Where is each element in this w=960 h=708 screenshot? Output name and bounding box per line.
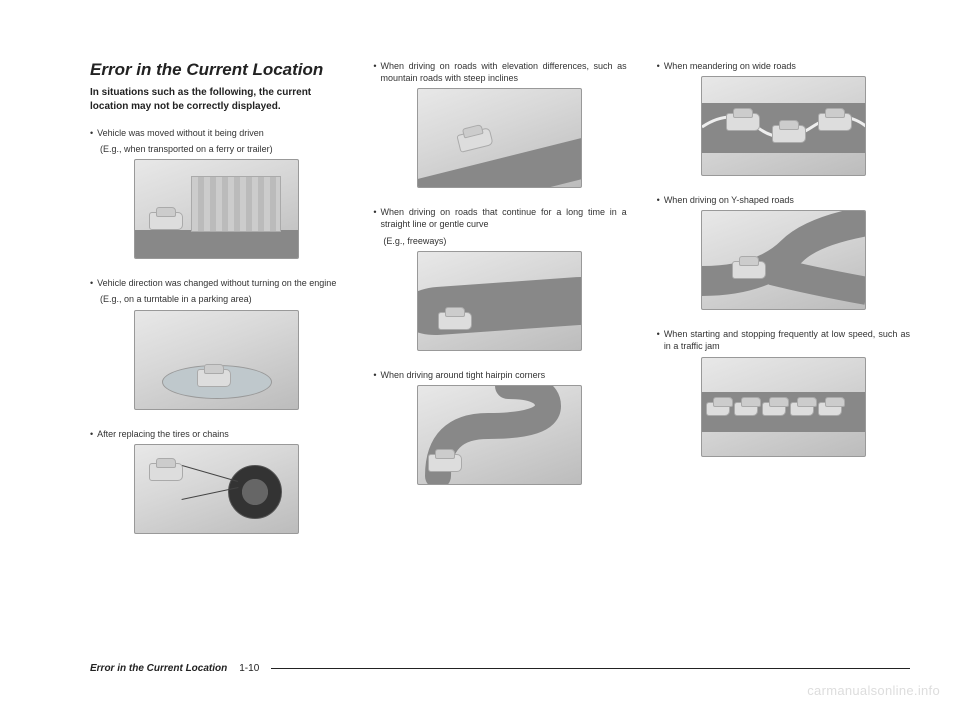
column-1: Error in the Current Location In situati… (90, 60, 343, 600)
illustration-trailer (134, 159, 299, 259)
yroad-svg (702, 211, 866, 310)
item-text: When starting and stopping frequently at… (664, 328, 910, 352)
illustration-tires (134, 444, 299, 534)
manual-page: Error in the Current Location In situati… (0, 0, 960, 708)
illustration-hairpin (417, 385, 582, 485)
list-item: • Vehicle was moved without it being dri… (90, 127, 343, 139)
item-text: After replacing the tires or chains (97, 428, 343, 440)
list-item: • When driving around tight hairpin corn… (373, 369, 626, 381)
illustration-turntable (134, 310, 299, 410)
list-item: • When starting and stopping frequently … (657, 328, 910, 352)
item-subtext: (E.g., on a turntable in a parking area) (100, 293, 343, 305)
page-subtitle: In situations such as the following, the… (90, 86, 343, 113)
item-subtext: (E.g., when transported on a ferry or tr… (100, 143, 343, 155)
item-subtext: (E.g., freeways) (383, 235, 626, 247)
bullet-icon: • (90, 127, 93, 139)
bullet-icon: • (373, 369, 376, 381)
footer-page-number: 1-10 (239, 663, 259, 674)
illustration-incline (417, 88, 582, 188)
bullet-icon: • (90, 277, 93, 289)
column-3: • When meandering on wide roads • When d… (657, 60, 910, 600)
bullet-icon: • (657, 60, 660, 72)
bullet-icon: • (373, 60, 376, 84)
list-item: • When driving on roads with elevation d… (373, 60, 626, 84)
bullet-icon: • (657, 328, 660, 352)
footer-divider (271, 668, 910, 669)
footer-section-label: Error in the Current Location (90, 663, 227, 674)
item-text: When driving around tight hairpin corner… (380, 369, 626, 381)
page-footer: Error in the Current Location 1-10 (90, 663, 910, 674)
illustration-freeway (417, 251, 582, 351)
list-item: • When meandering on wide roads (657, 60, 910, 72)
page-title: Error in the Current Location (90, 60, 343, 80)
item-text: When driving on roads with elevation dif… (380, 60, 626, 84)
list-item: • Vehicle direction was changed without … (90, 277, 343, 289)
illustration-traffic-jam (701, 357, 866, 457)
list-item: • When driving on roads that continue fo… (373, 206, 626, 230)
illustration-meander (701, 76, 866, 176)
bullet-icon: • (90, 428, 93, 440)
item-text: When meandering on wide roads (664, 60, 910, 72)
list-item: • When driving on Y-shaped roads (657, 194, 910, 206)
watermark-text: carmanualsonline.info (807, 683, 940, 698)
list-item: • After replacing the tires or chains (90, 428, 343, 440)
item-text: When driving on Y-shaped roads (664, 194, 910, 206)
illustration-yroad (701, 210, 866, 310)
content-columns: Error in the Current Location In situati… (90, 60, 910, 600)
item-text: Vehicle was moved without it being drive… (97, 127, 343, 139)
item-text: When driving on roads that continue for … (380, 206, 626, 230)
column-2: • When driving on roads with elevation d… (373, 60, 626, 600)
bullet-icon: • (657, 194, 660, 206)
bullet-icon: • (373, 206, 376, 230)
item-text: Vehicle direction was changed without tu… (97, 277, 343, 289)
